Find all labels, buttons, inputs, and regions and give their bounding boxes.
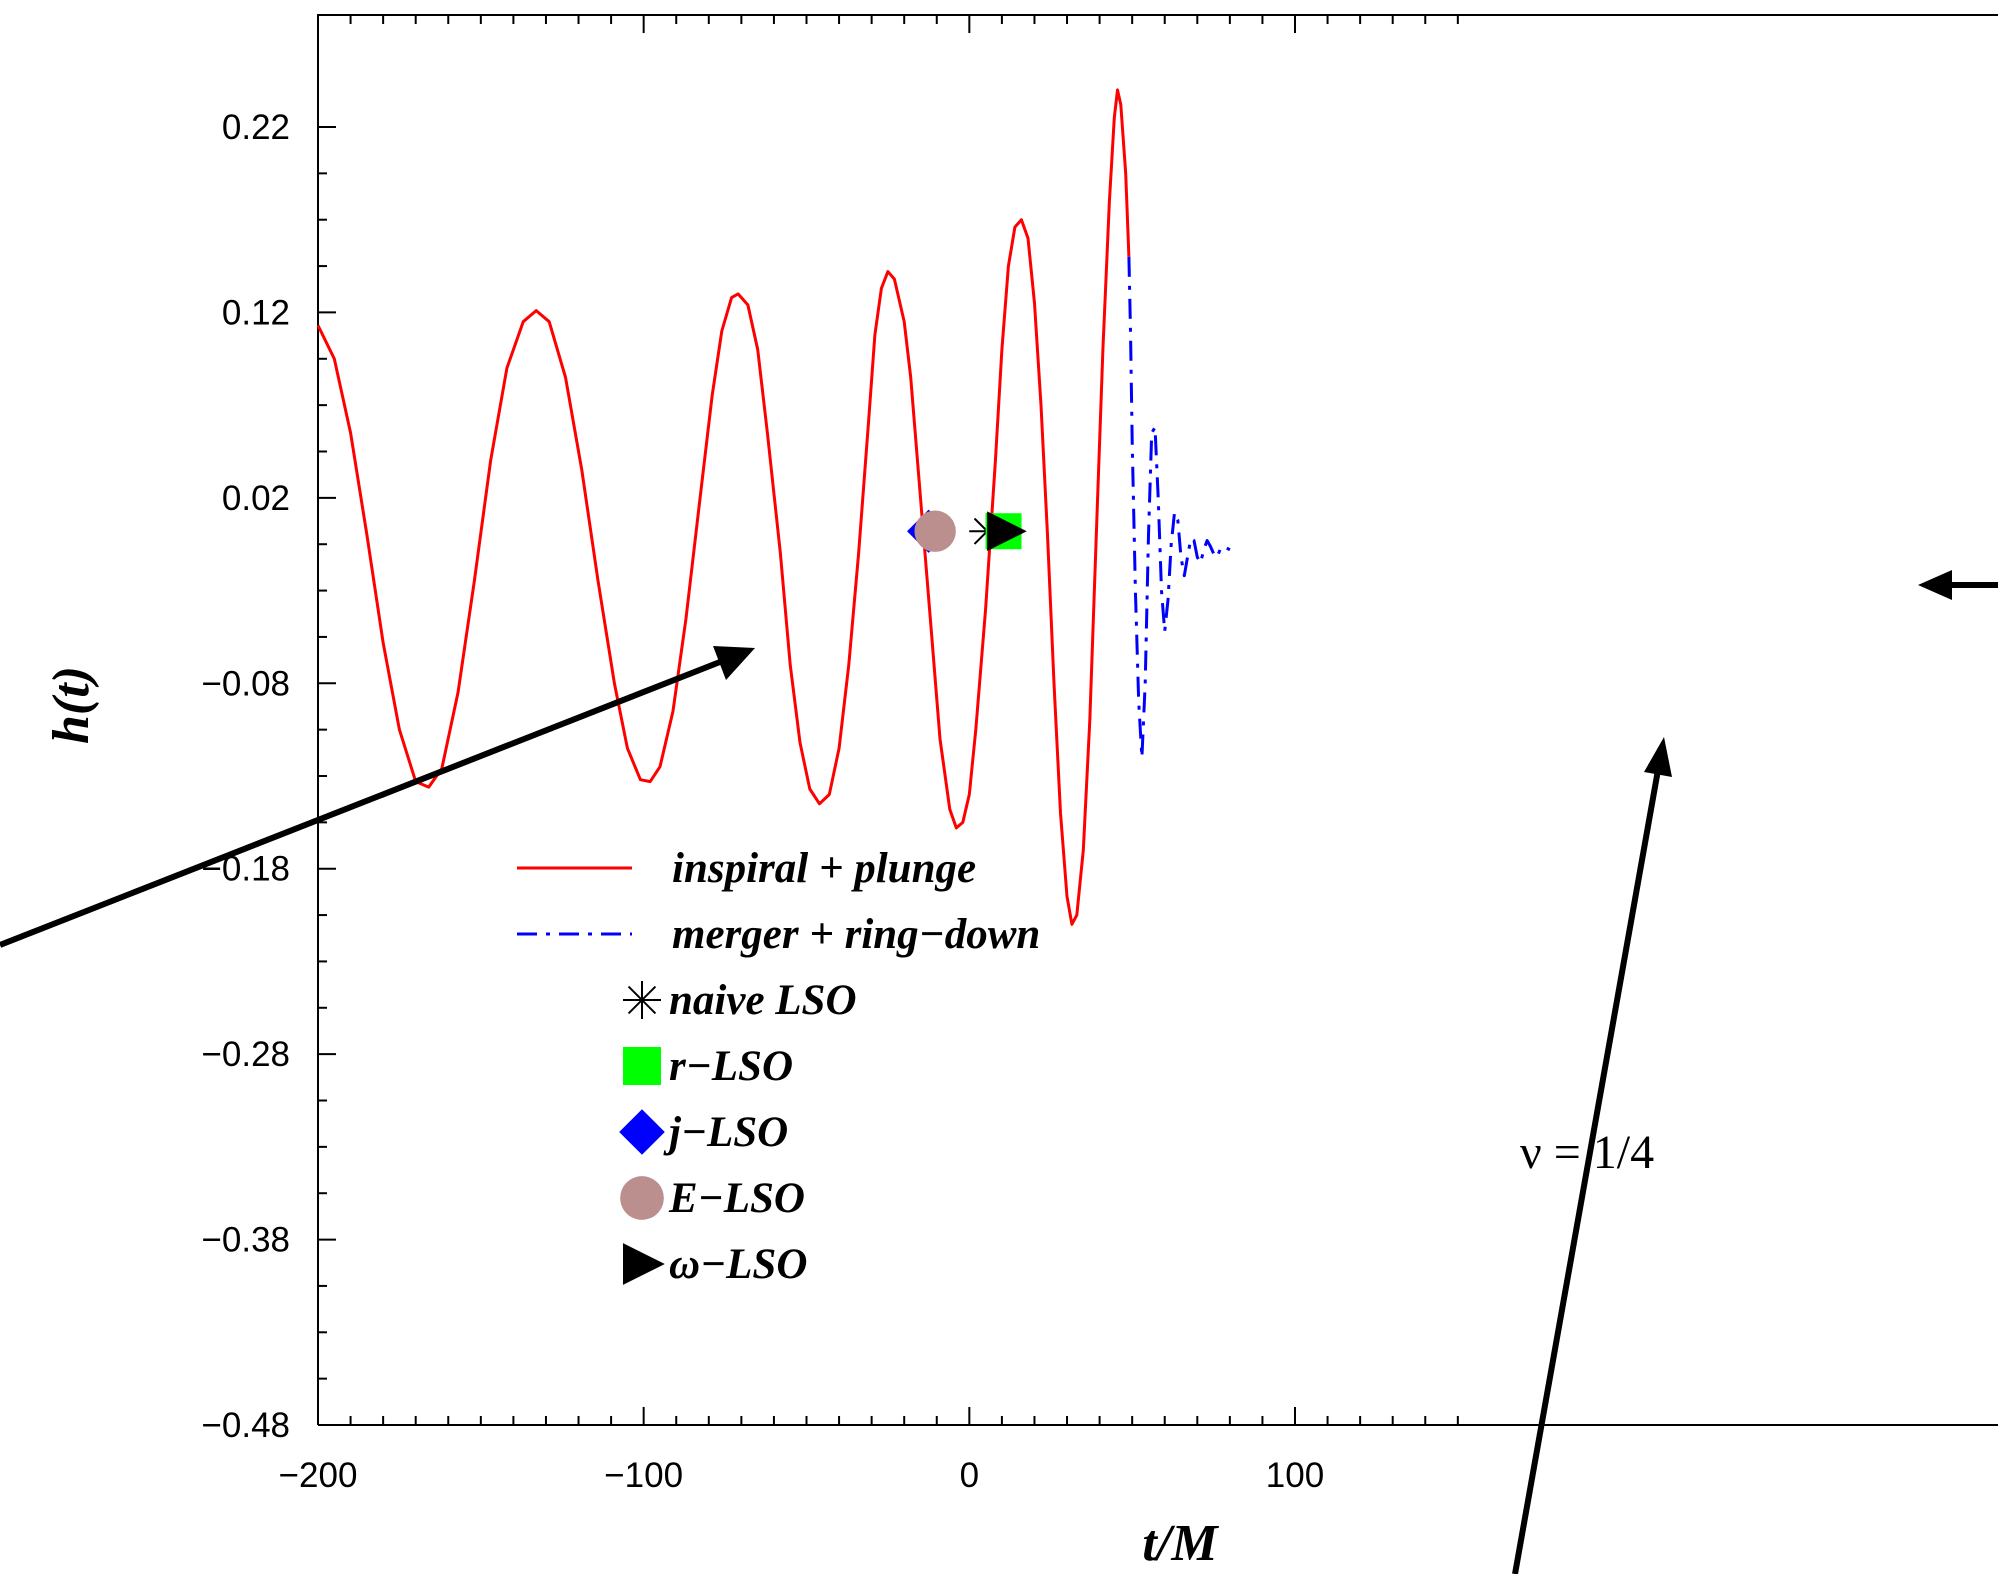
y-tick-label: −0.28 (201, 1035, 290, 1074)
x-axis-title: t/M (1142, 1515, 1219, 1572)
legend-label: ω−LSO (669, 1241, 807, 1288)
annotation-arrows (0, 570, 1998, 1574)
series-layer (316, 88, 1231, 926)
legend-label: E−LSO (668, 1175, 805, 1222)
marker-ω-lso (987, 511, 1027, 552)
legend-label: inspiral + plunge (672, 845, 976, 892)
legend-label: merger + ring−down (672, 911, 1040, 958)
x-tick-label: 0 (960, 1456, 979, 1495)
y-tick-label: 0.02 (222, 479, 290, 518)
legend-symbol (623, 981, 661, 1019)
legend: inspiral + plunge merger + ring−down naive… (517, 845, 1040, 1288)
legend-symbol (623, 1243, 665, 1285)
legend-symbol (619, 1109, 665, 1155)
x-tick-label: 100 (1266, 1456, 1324, 1495)
arrow-ringdown (1918, 570, 1998, 600)
markers-layer (907, 509, 1027, 553)
x-tick-label: −100 (604, 1456, 683, 1495)
y-tick-label: −0.48 (201, 1406, 290, 1445)
series-line (1127, 256, 1231, 759)
ticks-layer (317, 15, 1459, 1426)
y-axis-title: h(t) (43, 666, 100, 744)
series-line (316, 88, 1131, 926)
legend-label: naive LSO (669, 977, 857, 1024)
legend-label: r−LSO (669, 1043, 793, 1090)
y-tick-label: 0.12 (222, 293, 290, 332)
y-tick-label: −0.08 (201, 664, 290, 703)
y-tick-label: −0.18 (201, 850, 290, 889)
y-tick-label: −0.38 (201, 1221, 290, 1260)
arrow-plunge (1512, 737, 1672, 1574)
legend-symbol (620, 1176, 664, 1220)
tick-labels-layer: −200 −100 0 100 0.22 0.12 0.02 −0.08 −0.18 −0.28 −… (201, 108, 1324, 1495)
legend-symbol (623, 1047, 661, 1085)
legend-label: j−LSO (663, 1109, 788, 1156)
y-tick-label: 0.22 (222, 108, 290, 147)
x-tick-label: −200 (279, 1456, 358, 1495)
marker-e-lso (914, 510, 956, 552)
arrow-inspiral (0, 646, 755, 948)
